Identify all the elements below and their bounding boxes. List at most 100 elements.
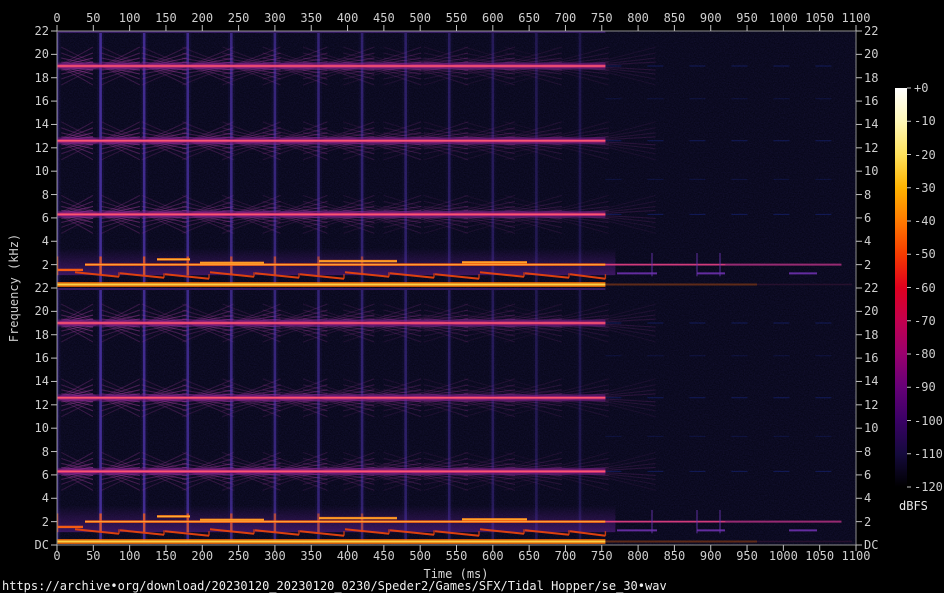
time-tick-label-bottom: 200 (191, 550, 213, 562)
time-tick-label-top: 1000 (769, 12, 798, 24)
freq-tick-label-right: 6 (864, 212, 871, 224)
time-tick-label-top: 800 (627, 12, 649, 24)
colorbar-tick-label: -80 (914, 348, 936, 360)
time-tick-label-bottom: 350 (300, 550, 322, 562)
freq-tick-label-right: 12 (864, 399, 878, 411)
time-tick-label-top: 600 (482, 12, 504, 24)
freq-tick-label-left: 16 (0, 95, 49, 107)
freq-tick-label-right: 16 (864, 95, 878, 107)
y-axis-title: Frequency (kHz) (7, 234, 21, 342)
freq-tick-label-right: 20 (864, 48, 878, 60)
freq-tick-label-left: 6 (0, 212, 49, 224)
freq-tick-label-left: 18 (0, 72, 49, 84)
freq-tick-label-left: 10 (0, 165, 49, 177)
time-tick-label-bottom: 400 (337, 550, 359, 562)
time-tick-label-top: 350 (300, 12, 322, 24)
freq-tick-label-right: 18 (864, 329, 878, 341)
freq-tick-label-right: 10 (864, 165, 878, 177)
time-tick-label-bottom: 800 (627, 550, 649, 562)
freq-tick-label-right: 18 (864, 72, 878, 84)
colorbar-unit-label: dBFS (899, 499, 928, 513)
freq-tick-label-left: 12 (0, 142, 49, 154)
freq-tick-label-left: 12 (0, 399, 49, 411)
freq-tick-label-right: 20 (864, 305, 878, 317)
colorbar-tick-label: -100 (914, 415, 943, 427)
freq-tick-label-left: 6 (0, 469, 49, 481)
freq-tick-label-left: 14 (0, 118, 49, 130)
colorbar-tick-label: -120 (914, 481, 943, 493)
time-tick-label-bottom: 950 (736, 550, 758, 562)
freq-tick-label-right: 2 (864, 259, 871, 271)
time-tick-label-top: 650 (518, 12, 540, 24)
freq-tick-label-right: DC (864, 539, 878, 551)
time-tick-label-bottom: 650 (518, 550, 540, 562)
colorbar-tick-label: -60 (914, 282, 936, 294)
time-tick-label-top: 50 (86, 12, 100, 24)
time-tick-label-top: 1050 (805, 12, 834, 24)
freq-tick-label-right: 14 (864, 118, 878, 130)
time-tick-label-bottom: 1000 (769, 550, 798, 562)
freq-tick-label-right: 4 (864, 492, 871, 504)
time-tick-label-top: 250 (228, 12, 250, 24)
freq-tick-label-right: 12 (864, 142, 878, 154)
time-tick-label-bottom: 300 (264, 550, 286, 562)
time-tick-label-bottom: 600 (482, 550, 504, 562)
freq-tick-label-left: 4 (0, 492, 49, 504)
time-tick-label-bottom: 250 (228, 550, 250, 562)
freq-tick-label-right: 2 (864, 516, 871, 528)
freq-tick-label-left: 8 (0, 189, 49, 201)
time-tick-label-top: 200 (191, 12, 213, 24)
freq-tick-label-right: 10 (864, 422, 878, 434)
time-tick-label-bottom: 900 (700, 550, 722, 562)
freq-tick-label-left: 10 (0, 422, 49, 434)
colorbar-tick-label: -70 (914, 315, 936, 327)
colorbar-tick-label: -10 (914, 115, 936, 127)
time-tick-label-top: 750 (591, 12, 613, 24)
colorbar-tick-label: -20 (914, 149, 936, 161)
spectrogram-figure: 0 0 50 50 100 100 150 150 200 200 250 250 300 300 350 3… (0, 0, 944, 593)
colorbar-tick-label: +0 (914, 82, 928, 94)
time-tick-label-bottom: 150 (155, 550, 177, 562)
time-tick-label-bottom: 450 (373, 550, 395, 562)
freq-tick-label-left: 2 (0, 516, 49, 528)
time-tick-label-top: 950 (736, 12, 758, 24)
time-tick-label-top: 900 (700, 12, 722, 24)
freq-tick-label-left: 8 (0, 446, 49, 458)
time-tick-label-bottom: 850 (664, 550, 686, 562)
source-url-text: https://archive•org/download/20230120_20… (2, 579, 667, 593)
colorbar-tick-label: -30 (914, 182, 936, 194)
time-tick-label-bottom: 500 (409, 550, 431, 562)
freq-tick-label-right: 22 (864, 282, 878, 294)
time-tick-label-top: 300 (264, 12, 286, 24)
freq-tick-label-left: 22 (0, 25, 49, 37)
freq-tick-label-right: 14 (864, 375, 878, 387)
time-tick-label-bottom: 100 (119, 550, 141, 562)
time-tick-label-top: 450 (373, 12, 395, 24)
colorbar-tick-label: -90 (914, 381, 936, 393)
freq-tick-label-left: 14 (0, 375, 49, 387)
time-tick-label-top: 550 (446, 12, 468, 24)
freq-tick-label-right: 22 (864, 25, 878, 37)
time-tick-label-top: 850 (664, 12, 686, 24)
time-tick-label-top: 500 (409, 12, 431, 24)
time-tick-label-bottom: 1050 (805, 550, 834, 562)
axes-overlay (0, 0, 944, 593)
freq-tick-label-left: 20 (0, 48, 49, 60)
time-tick-label-top: 100 (119, 12, 141, 24)
time-tick-label-top: 150 (155, 12, 177, 24)
time-tick-label-bottom: 700 (555, 550, 577, 562)
freq-tick-label-right: 8 (864, 446, 871, 458)
freq-tick-label-right: 16 (864, 352, 878, 364)
freq-tick-label-left: 16 (0, 352, 49, 364)
freq-tick-label-right: 4 (864, 235, 871, 247)
freq-tick-label-left: DC (0, 539, 49, 551)
time-tick-label-top: 0 (53, 12, 60, 24)
colorbar-tick-label: -110 (914, 448, 943, 460)
time-tick-label-bottom: 550 (446, 550, 468, 562)
time-tick-label-top: 700 (555, 12, 577, 24)
colorbar-tick-label: -50 (914, 248, 936, 260)
time-tick-label-bottom: 0 (53, 550, 60, 562)
time-tick-label-top: 400 (337, 12, 359, 24)
time-tick-label-bottom: 50 (86, 550, 100, 562)
freq-tick-label-right: 8 (864, 189, 871, 201)
